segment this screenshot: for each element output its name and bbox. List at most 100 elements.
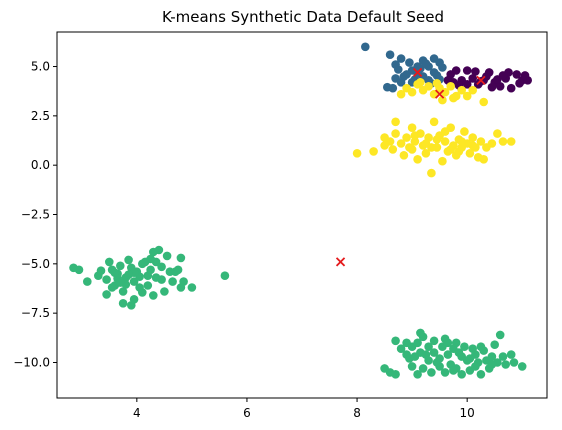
data-point xyxy=(451,338,461,348)
data-point xyxy=(143,281,153,290)
data-point xyxy=(449,366,458,375)
data-point xyxy=(509,358,519,367)
y-tick-label: −7.5 xyxy=(21,306,50,320)
data-point xyxy=(429,336,439,346)
y-tick-label: 0.0 xyxy=(31,158,50,172)
x-tick-label: 8 xyxy=(353,406,361,420)
data-point xyxy=(421,350,431,359)
data-point xyxy=(495,330,505,340)
y-tick-label: −2.5 xyxy=(21,208,50,222)
data-point xyxy=(490,340,500,350)
data-point xyxy=(427,368,436,377)
data-point xyxy=(107,283,117,292)
data-point xyxy=(506,350,516,359)
data-point xyxy=(116,261,125,271)
data-point xyxy=(410,137,420,146)
data-point xyxy=(476,342,486,352)
data-point xyxy=(487,360,497,369)
data-point xyxy=(407,362,417,371)
data-point xyxy=(517,362,527,371)
data-point xyxy=(416,328,425,338)
data-point xyxy=(369,147,378,156)
data-point xyxy=(421,59,431,68)
data-point xyxy=(402,133,411,142)
data-point xyxy=(493,129,502,138)
data-point xyxy=(424,342,433,352)
data-point xyxy=(443,338,453,348)
data-point xyxy=(176,253,186,263)
data-point xyxy=(110,268,120,278)
data-point xyxy=(512,70,521,79)
data-point xyxy=(498,71,508,80)
data-point xyxy=(388,145,398,154)
data-point xyxy=(506,83,516,93)
data-point xyxy=(468,133,478,142)
data-point xyxy=(462,91,472,101)
data-point xyxy=(432,358,442,367)
data-point xyxy=(407,123,417,132)
data-point xyxy=(405,143,414,152)
data-point xyxy=(515,79,524,88)
data-point xyxy=(407,87,417,97)
data-point xyxy=(410,131,420,140)
data-point xyxy=(498,137,508,146)
data-point xyxy=(476,370,486,379)
data-point xyxy=(495,82,505,91)
data-point xyxy=(506,137,516,146)
data-point xyxy=(413,338,422,348)
data-point xyxy=(460,342,469,352)
data-point xyxy=(476,137,486,146)
data-point xyxy=(443,350,453,359)
data-point xyxy=(479,97,489,107)
x-axis: 4 6 8 10 xyxy=(133,398,475,420)
data-point xyxy=(96,266,106,276)
data-point xyxy=(421,149,431,158)
data-point xyxy=(83,277,92,286)
data-point xyxy=(220,271,230,281)
data-point xyxy=(460,127,469,136)
data-point xyxy=(385,50,395,59)
data-point xyxy=(487,82,497,92)
data-point xyxy=(391,370,400,379)
data-point xyxy=(432,79,442,88)
data-point xyxy=(487,139,497,148)
data-point xyxy=(438,156,447,166)
data-point xyxy=(446,82,456,91)
x-tick-label: 6 xyxy=(243,406,251,420)
data-point xyxy=(102,290,111,299)
data-point xyxy=(438,95,447,105)
y-tick-label: −10.0 xyxy=(13,355,50,369)
data-point xyxy=(446,145,456,154)
y-tick-label: 5.0 xyxy=(31,60,50,74)
data-point xyxy=(429,117,439,127)
data-point xyxy=(157,262,166,272)
data-point xyxy=(482,72,491,81)
centroid-marker xyxy=(335,257,346,267)
data-point xyxy=(151,273,161,282)
data-point xyxy=(129,277,139,286)
data-point xyxy=(471,67,480,76)
data-point xyxy=(468,74,478,83)
y-axis: 5.0 2.5 0.0 −2.5 −5.0 −7.5 −10.0 xyxy=(13,60,57,369)
data-point xyxy=(146,254,155,264)
data-point xyxy=(124,270,133,280)
data-point xyxy=(352,149,362,158)
data-point xyxy=(416,78,425,87)
data-point xyxy=(405,58,414,67)
data-point xyxy=(432,135,442,144)
data-point xyxy=(74,265,84,275)
data-point xyxy=(465,149,475,158)
data-point xyxy=(468,141,478,150)
data-point xyxy=(383,82,392,92)
plot-marks xyxy=(69,42,532,379)
data-point xyxy=(385,137,395,146)
data-point xyxy=(487,352,497,361)
data-point xyxy=(405,354,414,363)
data-point xyxy=(468,85,478,95)
data-point xyxy=(391,60,400,69)
data-point xyxy=(129,295,139,304)
data-point xyxy=(391,129,400,138)
data-point xyxy=(187,283,197,292)
data-point xyxy=(391,117,400,127)
